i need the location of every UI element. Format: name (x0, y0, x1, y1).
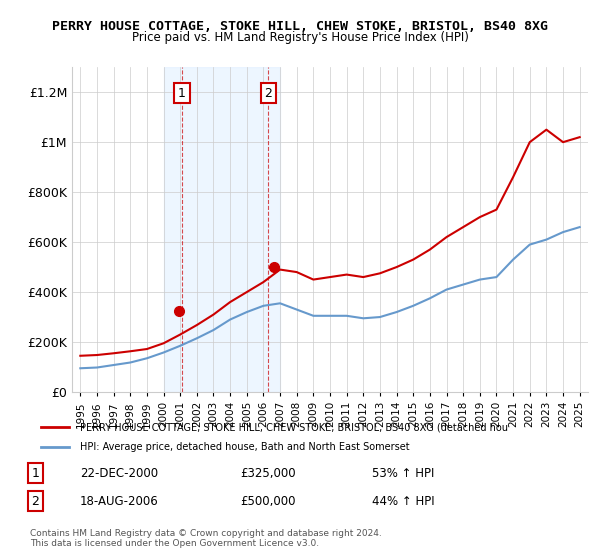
Text: 1: 1 (178, 87, 186, 100)
Text: 1: 1 (32, 466, 40, 480)
Text: HPI: Average price, detached house, Bath and North East Somerset: HPI: Average price, detached house, Bath… (80, 442, 409, 451)
Text: 18-AUG-2006: 18-AUG-2006 (80, 494, 158, 508)
Text: 2: 2 (265, 87, 272, 100)
Bar (164, 67, 280, 392)
Text: This data is licensed under the Open Government Licence v3.0.: This data is licensed under the Open Gov… (30, 539, 319, 548)
Text: 22-DEC-2000: 22-DEC-2000 (80, 466, 158, 480)
Text: 44% ↑ HPI: 44% ↑ HPI (372, 494, 435, 508)
Text: 53% ↑ HPI: 53% ↑ HPI (372, 466, 434, 480)
Text: PERRY HOUSE COTTAGE, STOKE HILL, CHEW STOKE, BRISTOL, BS40 8XG (detached hou: PERRY HOUSE COTTAGE, STOKE HILL, CHEW ST… (80, 422, 508, 432)
Text: PERRY HOUSE COTTAGE, STOKE HILL, CHEW STOKE, BRISTOL, BS40 8XG: PERRY HOUSE COTTAGE, STOKE HILL, CHEW ST… (52, 20, 548, 32)
Text: 2: 2 (32, 494, 40, 508)
Text: Contains HM Land Registry data © Crown copyright and database right 2024.: Contains HM Land Registry data © Crown c… (30, 529, 382, 538)
Text: £500,000: £500,000 (240, 494, 295, 508)
Text: Price paid vs. HM Land Registry's House Price Index (HPI): Price paid vs. HM Land Registry's House … (131, 31, 469, 44)
Text: £325,000: £325,000 (240, 466, 295, 480)
